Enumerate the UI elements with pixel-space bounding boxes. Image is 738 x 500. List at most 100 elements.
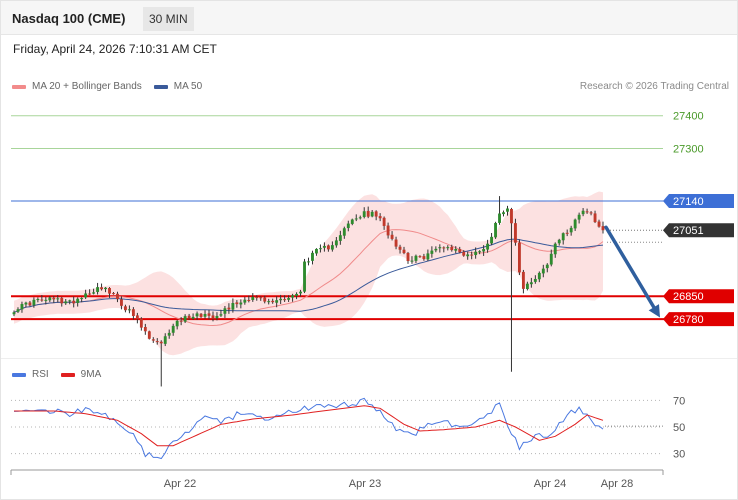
candle-body bbox=[52, 297, 56, 300]
candle bbox=[398, 244, 402, 254]
candle-body bbox=[394, 239, 398, 247]
candle bbox=[283, 295, 287, 302]
candle-body bbox=[378, 216, 382, 219]
candle bbox=[322, 242, 326, 252]
candle bbox=[581, 208, 585, 217]
candle bbox=[330, 241, 334, 252]
candle-body bbox=[482, 249, 486, 252]
candle bbox=[64, 298, 68, 305]
candle-body bbox=[167, 332, 171, 336]
price-tag-3 bbox=[663, 223, 734, 238]
candle bbox=[179, 317, 183, 326]
candle-body bbox=[426, 253, 430, 260]
candle-body bbox=[537, 272, 541, 280]
candle-body bbox=[255, 297, 259, 299]
time-tick-label: Apr 22 bbox=[164, 478, 196, 490]
candle bbox=[247, 295, 251, 303]
candle bbox=[44, 296, 48, 305]
candle bbox=[175, 319, 179, 330]
candle bbox=[545, 263, 549, 273]
candle bbox=[96, 282, 100, 295]
candle-body bbox=[275, 300, 279, 303]
legend-swatch-9ma bbox=[60, 372, 75, 377]
candle-body bbox=[390, 234, 394, 239]
candle-body bbox=[541, 268, 545, 274]
candle-body bbox=[326, 245, 330, 250]
candle bbox=[100, 283, 103, 291]
candle bbox=[386, 222, 390, 239]
candle bbox=[151, 337, 155, 343]
candle bbox=[215, 312, 219, 321]
candle-body bbox=[334, 240, 338, 246]
candle bbox=[255, 295, 259, 301]
candle bbox=[494, 221, 497, 239]
candle-body bbox=[211, 315, 215, 319]
candle bbox=[263, 295, 267, 304]
candle bbox=[135, 312, 139, 324]
candle-body bbox=[259, 297, 263, 299]
candle bbox=[342, 226, 346, 239]
research-credit: Research © 2026 Trading Central bbox=[579, 81, 729, 92]
candle bbox=[127, 305, 131, 314]
candle-body bbox=[303, 261, 306, 292]
candle bbox=[72, 296, 76, 308]
candle-body bbox=[545, 264, 549, 269]
candle bbox=[346, 220, 350, 232]
candle-body bbox=[370, 211, 374, 217]
legend-item-ma20-bollinger: MA 20 + Bollinger Bands bbox=[12, 81, 142, 92]
candle bbox=[80, 297, 84, 303]
candle bbox=[271, 298, 275, 304]
candle-body bbox=[422, 256, 426, 260]
candle bbox=[88, 289, 92, 296]
candle bbox=[334, 237, 338, 248]
candle-body bbox=[48, 297, 52, 301]
candle bbox=[390, 231, 394, 241]
candle-body bbox=[271, 300, 275, 303]
candle-body bbox=[12, 312, 16, 315]
candle bbox=[326, 244, 330, 252]
candle bbox=[203, 310, 207, 319]
candle bbox=[486, 239, 490, 253]
candle-body bbox=[386, 225, 390, 236]
bollinger-band bbox=[14, 191, 603, 356]
candle bbox=[366, 206, 370, 219]
timeframe-badge[interactable]: 30 MIN bbox=[143, 7, 194, 31]
candle-body bbox=[267, 301, 271, 303]
forecast-arrow-head bbox=[648, 304, 660, 318]
candle bbox=[402, 246, 406, 255]
candle-body bbox=[235, 302, 239, 305]
legend-swatch-ma50 bbox=[153, 84, 168, 89]
candle bbox=[442, 246, 446, 253]
candle bbox=[48, 296, 52, 303]
candle-body bbox=[131, 309, 135, 317]
rsi-panel: 70 50 30 bbox=[11, 395, 685, 461]
rsi-line bbox=[13, 397, 604, 460]
candle-body bbox=[569, 227, 573, 233]
candle-body bbox=[346, 223, 350, 229]
candle-body bbox=[283, 299, 287, 301]
price-tag-label-3: 27051 bbox=[673, 225, 704, 237]
candle bbox=[171, 323, 175, 336]
candle bbox=[510, 207, 513, 372]
candle-body bbox=[171, 325, 175, 333]
candle-body bbox=[127, 309, 131, 311]
candle-body bbox=[494, 223, 497, 238]
candle bbox=[478, 250, 482, 255]
panel-separator bbox=[1, 358, 737, 359]
candle bbox=[589, 211, 593, 216]
candle-body bbox=[76, 298, 80, 303]
time-tick-label: Apr 23 bbox=[349, 478, 381, 490]
candle-body bbox=[291, 295, 295, 298]
candle-body bbox=[203, 314, 207, 317]
candle-body bbox=[175, 320, 179, 327]
candle-body bbox=[533, 278, 537, 282]
legend-item-rsi: RSI bbox=[12, 369, 49, 380]
legend-item-9ma: 9MA bbox=[60, 369, 101, 380]
candle bbox=[338, 230, 342, 245]
candle bbox=[191, 313, 195, 320]
candle bbox=[159, 340, 163, 387]
candle-body bbox=[510, 209, 513, 224]
candle bbox=[525, 281, 529, 291]
candle-body bbox=[263, 297, 267, 302]
rsi-tick-label-70: 70 bbox=[673, 395, 685, 407]
